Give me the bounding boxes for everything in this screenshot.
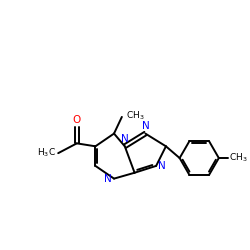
Text: O: O: [73, 115, 81, 125]
Text: N: N: [158, 161, 166, 171]
Text: N: N: [142, 121, 150, 131]
Text: CH$_3$: CH$_3$: [228, 152, 247, 164]
Text: H$_3$C: H$_3$C: [37, 147, 56, 160]
Text: N: N: [104, 174, 112, 184]
Text: CH$_3$: CH$_3$: [126, 109, 145, 122]
Text: N: N: [121, 134, 129, 144]
